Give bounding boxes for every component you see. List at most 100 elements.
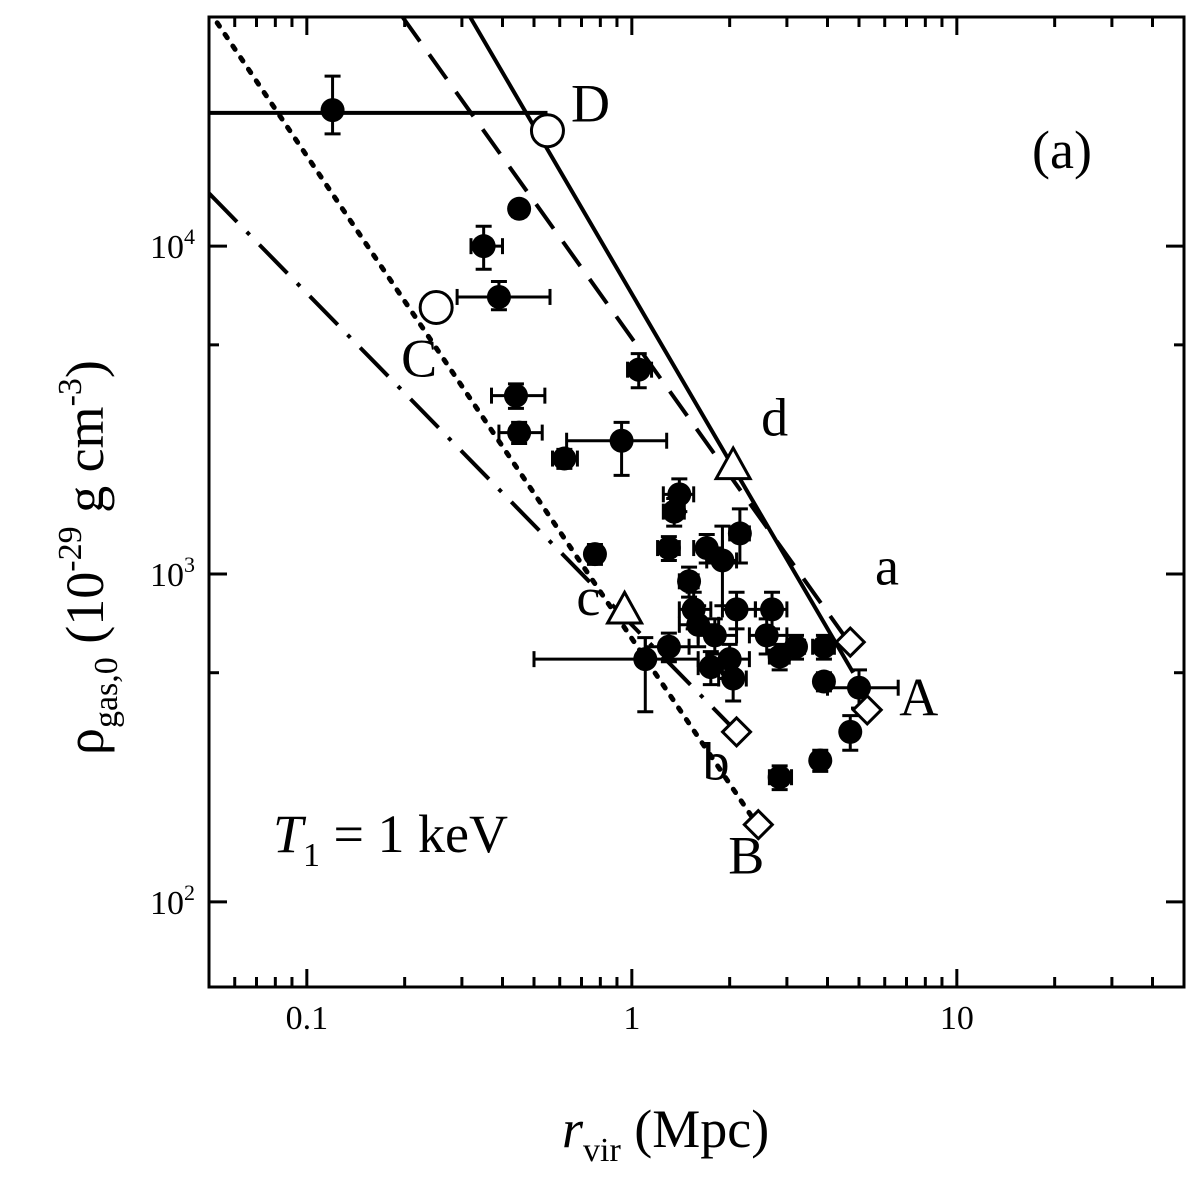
marker-label-C: C — [401, 329, 437, 389]
data-point-marker — [609, 428, 634, 453]
y-axis-rest2: g cm — [55, 406, 115, 526]
marker-label-A: A — [899, 668, 938, 728]
data-point — [455, 280, 552, 312]
data-point-marker — [784, 634, 809, 659]
x-axis-rest: (Mpc) — [621, 1099, 769, 1159]
tick-labels: 0.1 1 10 102 103 104 — [150, 224, 974, 1037]
data-point — [469, 224, 505, 271]
marker-diamond-b — [720, 715, 753, 748]
data-point — [661, 496, 687, 528]
marker-diamond-a — [834, 625, 867, 659]
marker-triangle-d — [713, 444, 753, 481]
y-tick-label: 103 — [150, 552, 195, 594]
data-point — [808, 748, 833, 773]
y-axis-sup: -29 — [52, 526, 89, 571]
x-tick-label: 1 — [623, 1000, 640, 1037]
x-tick-label: 10 — [940, 1000, 974, 1037]
x-axis-var: r — [562, 1099, 584, 1159]
annotation-rest: = 1 keV — [320, 804, 508, 864]
data-point — [626, 352, 654, 390]
data-point — [490, 382, 547, 410]
y-axis-title: ρgas,0 (10-29 g cm-3) — [52, 360, 125, 755]
x-axis-title: rvir (Mpc) — [562, 1099, 769, 1169]
data-point-marker — [698, 655, 723, 680]
data-point — [497, 420, 544, 446]
marker-label-a: a — [875, 536, 899, 596]
data-point-marker — [503, 383, 528, 408]
data-point — [838, 714, 863, 752]
annotations: (a) T1 = 1 keV rvir (Mpc) ρgas,0 (10-29 … — [52, 120, 1092, 1169]
data-point-marker — [847, 675, 871, 700]
data-point — [705, 642, 751, 678]
model-line-dash-1 — [400, 17, 851, 644]
data-point-marker — [808, 748, 833, 773]
data-point-marker — [811, 669, 836, 694]
marker-label-B: B — [728, 826, 764, 886]
data-point-marker — [767, 765, 792, 790]
x-axis-sub: vir — [583, 1132, 621, 1169]
data-point-marker — [486, 284, 511, 309]
x-tick-label: 0.1 — [286, 1000, 329, 1037]
data-point — [753, 590, 789, 631]
data-point — [507, 196, 532, 221]
marker-label-D: D — [571, 74, 610, 134]
model-line-dot-2 — [214, 20, 761, 829]
data-point-marker — [662, 499, 687, 524]
model-line-dashdot-3 — [209, 191, 739, 734]
marker-diamond-A — [851, 693, 884, 727]
data-point — [582, 542, 607, 567]
data-point-marker — [838, 719, 863, 744]
data-point — [720, 590, 757, 631]
annotation-var: T — [273, 804, 307, 864]
marker-circle-D — [529, 113, 565, 149]
data-point-marker — [724, 597, 749, 622]
data-point — [727, 507, 752, 565]
axis-ticks — [209, 17, 1184, 987]
y-axis-sup2: -3 — [52, 378, 89, 406]
data-point-marker — [633, 647, 658, 672]
panel-label: (a) — [1032, 120, 1092, 180]
marker-circle-C — [418, 289, 454, 325]
y-axis-title-group: ρgas,0 (10-29 g cm-3) — [52, 360, 125, 755]
model-lines — [209, 17, 855, 829]
y-axis-rest1: (10 — [55, 572, 115, 657]
data-point-marker — [320, 98, 345, 123]
data-point-marker — [656, 634, 681, 659]
y-tick-label: 102 — [150, 880, 195, 922]
data-point — [811, 669, 836, 694]
data-point-marker — [471, 234, 496, 259]
data-point — [320, 74, 345, 136]
data-point — [767, 764, 794, 792]
data-point-marker — [760, 597, 785, 622]
y-axis-sym: ρ — [55, 728, 115, 755]
data-point-marker — [727, 521, 752, 546]
data-point — [656, 535, 681, 562]
data-point-marker — [811, 634, 836, 659]
data-point — [705, 524, 739, 608]
data-point-marker — [702, 623, 727, 648]
data-point-marker — [507, 196, 532, 221]
y-axis-rest3: ) — [55, 360, 115, 378]
marker-label-d: d — [761, 387, 788, 447]
marker-label-c: c — [576, 567, 600, 627]
data-point-marker — [552, 446, 577, 471]
marker-label-b: b — [703, 732, 730, 792]
data-point — [550, 446, 579, 471]
marker-triangle-c — [605, 589, 645, 625]
data-point — [811, 633, 836, 661]
data-point-marker — [717, 647, 742, 672]
model-line-solid-0 — [468, 17, 855, 674]
data-point — [784, 633, 809, 661]
y-axis-sub: gas,0 — [88, 657, 125, 728]
temperature-annotation: T1 = 1 keV — [273, 804, 508, 874]
y-tick-label: 104 — [150, 224, 195, 266]
data-point-marker — [507, 420, 532, 445]
data-point-marker — [582, 542, 607, 567]
data-point — [643, 631, 691, 664]
plot-frame — [207, 15, 1186, 989]
data-point-marker — [656, 536, 681, 561]
data-point — [565, 420, 669, 477]
model-markers: D Cd a c AbB — [401, 74, 938, 886]
data-point-marker — [677, 569, 702, 594]
data-point-marker — [754, 623, 779, 648]
